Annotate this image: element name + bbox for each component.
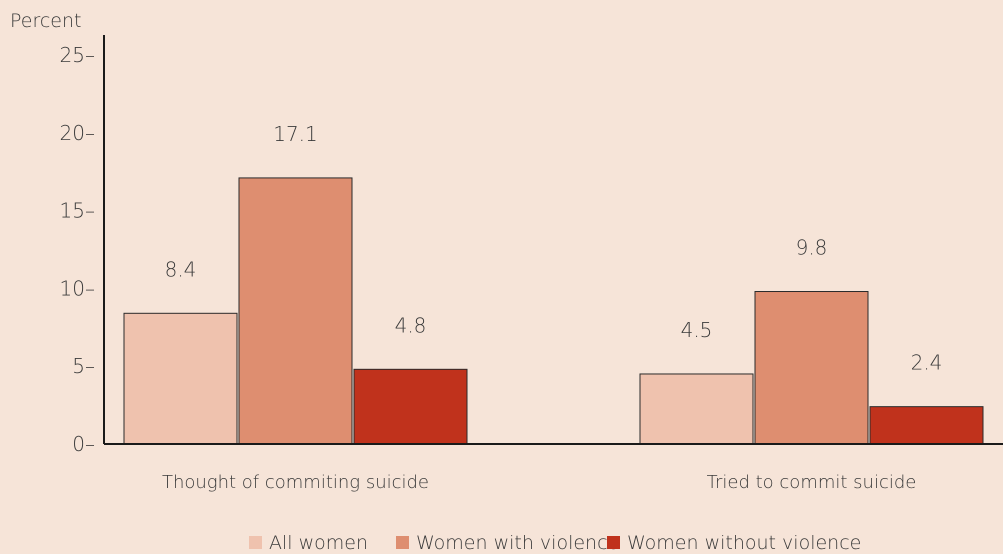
bar (754, 291, 869, 445)
bar (869, 406, 984, 445)
legend: All women Women with violence Women withou… (249, 532, 861, 554)
legend-label: All women (269, 532, 368, 554)
y-tick-label: 15– (60, 199, 95, 223)
legend-label: Women with violence (416, 532, 619, 554)
y-tick-label: 20– (60, 121, 95, 145)
category-label: Tried to commit suicide (707, 472, 917, 493)
y-tick-label: 25– (60, 43, 95, 67)
bar (639, 373, 754, 445)
bar (353, 368, 468, 445)
value-label: 4.5 (681, 318, 713, 342)
legend-swatch (607, 536, 620, 549)
legend-label: Women without violence (627, 532, 861, 554)
value-label: 9.8 (796, 236, 828, 260)
bars (123, 177, 984, 445)
value-label: 4.8 (395, 313, 427, 337)
value-label: 8.4 (165, 257, 197, 281)
legend-swatch (396, 536, 409, 549)
value-label: 17.1 (273, 122, 318, 146)
bar (123, 312, 238, 445)
y-axis-ticks: 0– 5– 10– 15– 20– 25– (60, 43, 95, 456)
y-tick-label: 0– (72, 432, 95, 456)
value-labels: 8.4 17.1 4.8 4.5 9.8 2.4 (165, 122, 943, 375)
value-label: 2.4 (911, 351, 943, 375)
category-label: Thought of commiting suicide (162, 472, 429, 493)
bar (238, 177, 353, 445)
y-tick-label: 5– (72, 354, 95, 378)
legend-swatch (249, 536, 262, 549)
y-axis-label: Percent (10, 10, 82, 32)
x-axis-labels: Thought of commiting suicide Tried to com… (162, 472, 916, 493)
y-tick-label: 10– (60, 276, 95, 300)
